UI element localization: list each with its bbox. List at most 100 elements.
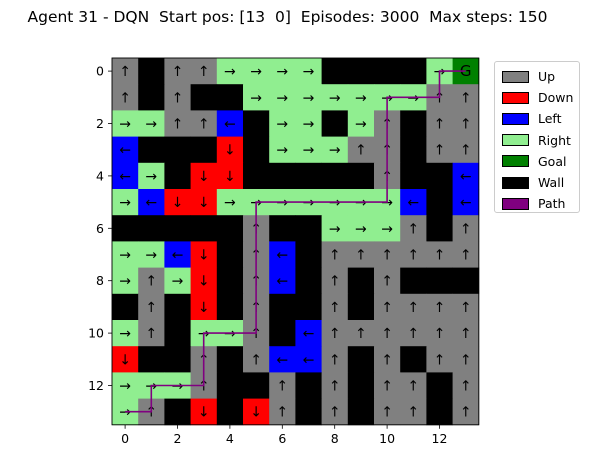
arrow-up-r1-c2: ↑ (172, 90, 184, 106)
arrow-right-r10-c4: → (224, 326, 236, 342)
cell-up-r9-c11 (400, 293, 427, 321)
arrow-up-r9-c11: ↑ (407, 300, 419, 316)
y-tick-label-4: 4 (96, 168, 104, 183)
arrow-up-r1-c0: ↑ (119, 90, 131, 106)
cell-right-r3-c8 (321, 136, 349, 164)
arrow-up-r10-c12: ↑ (434, 326, 446, 342)
cell-up-r11-c10 (374, 346, 401, 373)
arrow-down-r4-c4: ↓ (224, 169, 236, 185)
cell-left-r5-c11 (400, 189, 427, 216)
cell-up-r9-c1 (138, 293, 165, 321)
cell-left-r5-c13 (452, 189, 480, 216)
cell-wall-r8-c11 (400, 267, 427, 295)
cell-up-r7-c9 (347, 241, 375, 268)
arrow-up-r7-c9: ↑ (355, 248, 367, 264)
cell-up-r13-c10 (374, 398, 401, 426)
arrow-right-r3-c8: → (329, 143, 341, 159)
arrow-up-r10-c8: ↑ (329, 326, 341, 342)
cell-right-r1-c5 (243, 84, 270, 111)
arrow-right-r3-c6: → (276, 143, 288, 159)
chart-title: Agent 31 - DQN Start pos: [13 0] Episode… (27, 8, 548, 26)
cell-up-r9-c8 (321, 293, 349, 321)
cell-down-r8-c3 (190, 267, 218, 295)
arrow-up-r11-c10: ↑ (381, 352, 393, 368)
cell-right-r7-c1 (138, 241, 165, 268)
cell-up-r13-c11 (400, 398, 427, 426)
arrow-right-r5-c8: → (329, 195, 341, 211)
cell-up-r2-c2 (164, 110, 191, 137)
cell-up-r11-c12 (426, 346, 453, 373)
arrow-up-r13-c6: ↑ (276, 405, 288, 421)
arrow-down-r4-c3: ↓ (198, 169, 210, 185)
arrow-up-r12-c6: ↑ (276, 379, 288, 395)
arrow-right-r3-c7: → (303, 143, 315, 159)
cell-up-r8-c8 (321, 267, 349, 295)
arrow-left-r8-c6: ← (276, 274, 288, 290)
cell-wall-r10-c6 (269, 320, 296, 347)
cell-wall-r7-c7 (295, 241, 322, 268)
arrow-up-r10-c11: ↑ (407, 326, 419, 342)
x-tick-label-0: 0 (121, 431, 129, 446)
cell-up-r13-c13 (452, 398, 480, 426)
arrow-up-r2-c3: ↑ (198, 117, 210, 133)
cell-up-r2-c13 (452, 110, 480, 137)
cell-left-r5-c1 (138, 189, 165, 216)
arrow-left-r7-c6: ← (276, 248, 288, 264)
cell-wall-r6-c4 (216, 215, 244, 242)
cell-left-r3-c0 (112, 136, 139, 164)
arrow-up-r10-c13: ↑ (460, 326, 472, 342)
arrow-left-r5-c13: ← (460, 195, 472, 211)
arrow-right-r6-c9: → (355, 221, 367, 237)
arrow-right-r7-c1: → (145, 248, 157, 264)
legend-label-wall: Wall (538, 175, 565, 191)
arrow-up-r3-c13: ↑ (460, 143, 472, 159)
cell-wall-r3-c3 (190, 136, 218, 164)
cell-wall-r2-c5 (243, 110, 270, 137)
cell-up-r9-c12 (426, 293, 453, 321)
cell-up-r6-c13 (452, 215, 480, 242)
arrow-right-r0-c7: → (303, 64, 315, 80)
cell-right-r1-c9 (347, 84, 375, 111)
cell-right-r12-c0 (112, 372, 139, 399)
cell-wall-r1-c3 (190, 84, 218, 111)
cell-wall-r4-c5 (243, 162, 270, 190)
cell-left-r7-c2 (164, 241, 191, 268)
cell-wall-r9-c7 (295, 293, 322, 321)
arrow-up-r9-c8: ↑ (329, 300, 341, 316)
cell-wall-r9-c2 (164, 293, 191, 321)
cell-wall-r6-c2 (164, 215, 191, 242)
legend-label-up: Up (538, 69, 556, 85)
arrow-up-r9-c13: ↑ (460, 300, 472, 316)
arrow-up-r11-c8: ↑ (329, 352, 341, 368)
cell-wall-r9-c9 (347, 293, 375, 321)
cell-down-r4-c4 (216, 162, 244, 190)
arrow-up-r11-c5: ↑ (250, 352, 262, 368)
cell-up-r2-c3 (190, 110, 218, 137)
arrow-right-r6-c8: → (329, 221, 341, 237)
arrow-right-r5-c0: → (119, 195, 131, 211)
arrow-right-r1-c6: → (276, 90, 288, 106)
cell-wall-r11-c2 (164, 346, 191, 373)
arrow-up-r10-c10: ↑ (381, 326, 393, 342)
arrow-up-r10-c9: ↑ (355, 326, 367, 342)
arrow-up-r0-c2: ↑ (172, 64, 184, 80)
cell-wall-r8-c9 (347, 267, 375, 295)
cell-right-r5-c4 (216, 189, 244, 216)
arrow-left-r4-c13: ← (460, 169, 472, 185)
cell-wall-r6-c7 (295, 215, 322, 242)
arrow-right-r2-c0: → (119, 117, 131, 133)
cell-down-r13-c5 (243, 398, 270, 426)
cell-right-r4-c1 (138, 162, 165, 190)
arrow-up-r7-c8: ↑ (329, 248, 341, 264)
cell-wall-r7-c4 (216, 241, 244, 268)
arrow-left-r5-c1: ← (145, 195, 157, 211)
cell-up-r9-c10 (374, 293, 401, 321)
x-tick-label-10: 10 (379, 431, 395, 446)
cell-wall-r6-c6 (269, 215, 296, 242)
cell-wall-r8-c12 (426, 267, 453, 295)
legend-label-right: Right (538, 132, 571, 148)
y-tick-label-12: 12 (88, 378, 104, 393)
arrow-right-r1-c9: → (355, 90, 367, 106)
x-tick-label-12: 12 (432, 431, 448, 446)
cell-right-r6-c9 (347, 215, 375, 242)
